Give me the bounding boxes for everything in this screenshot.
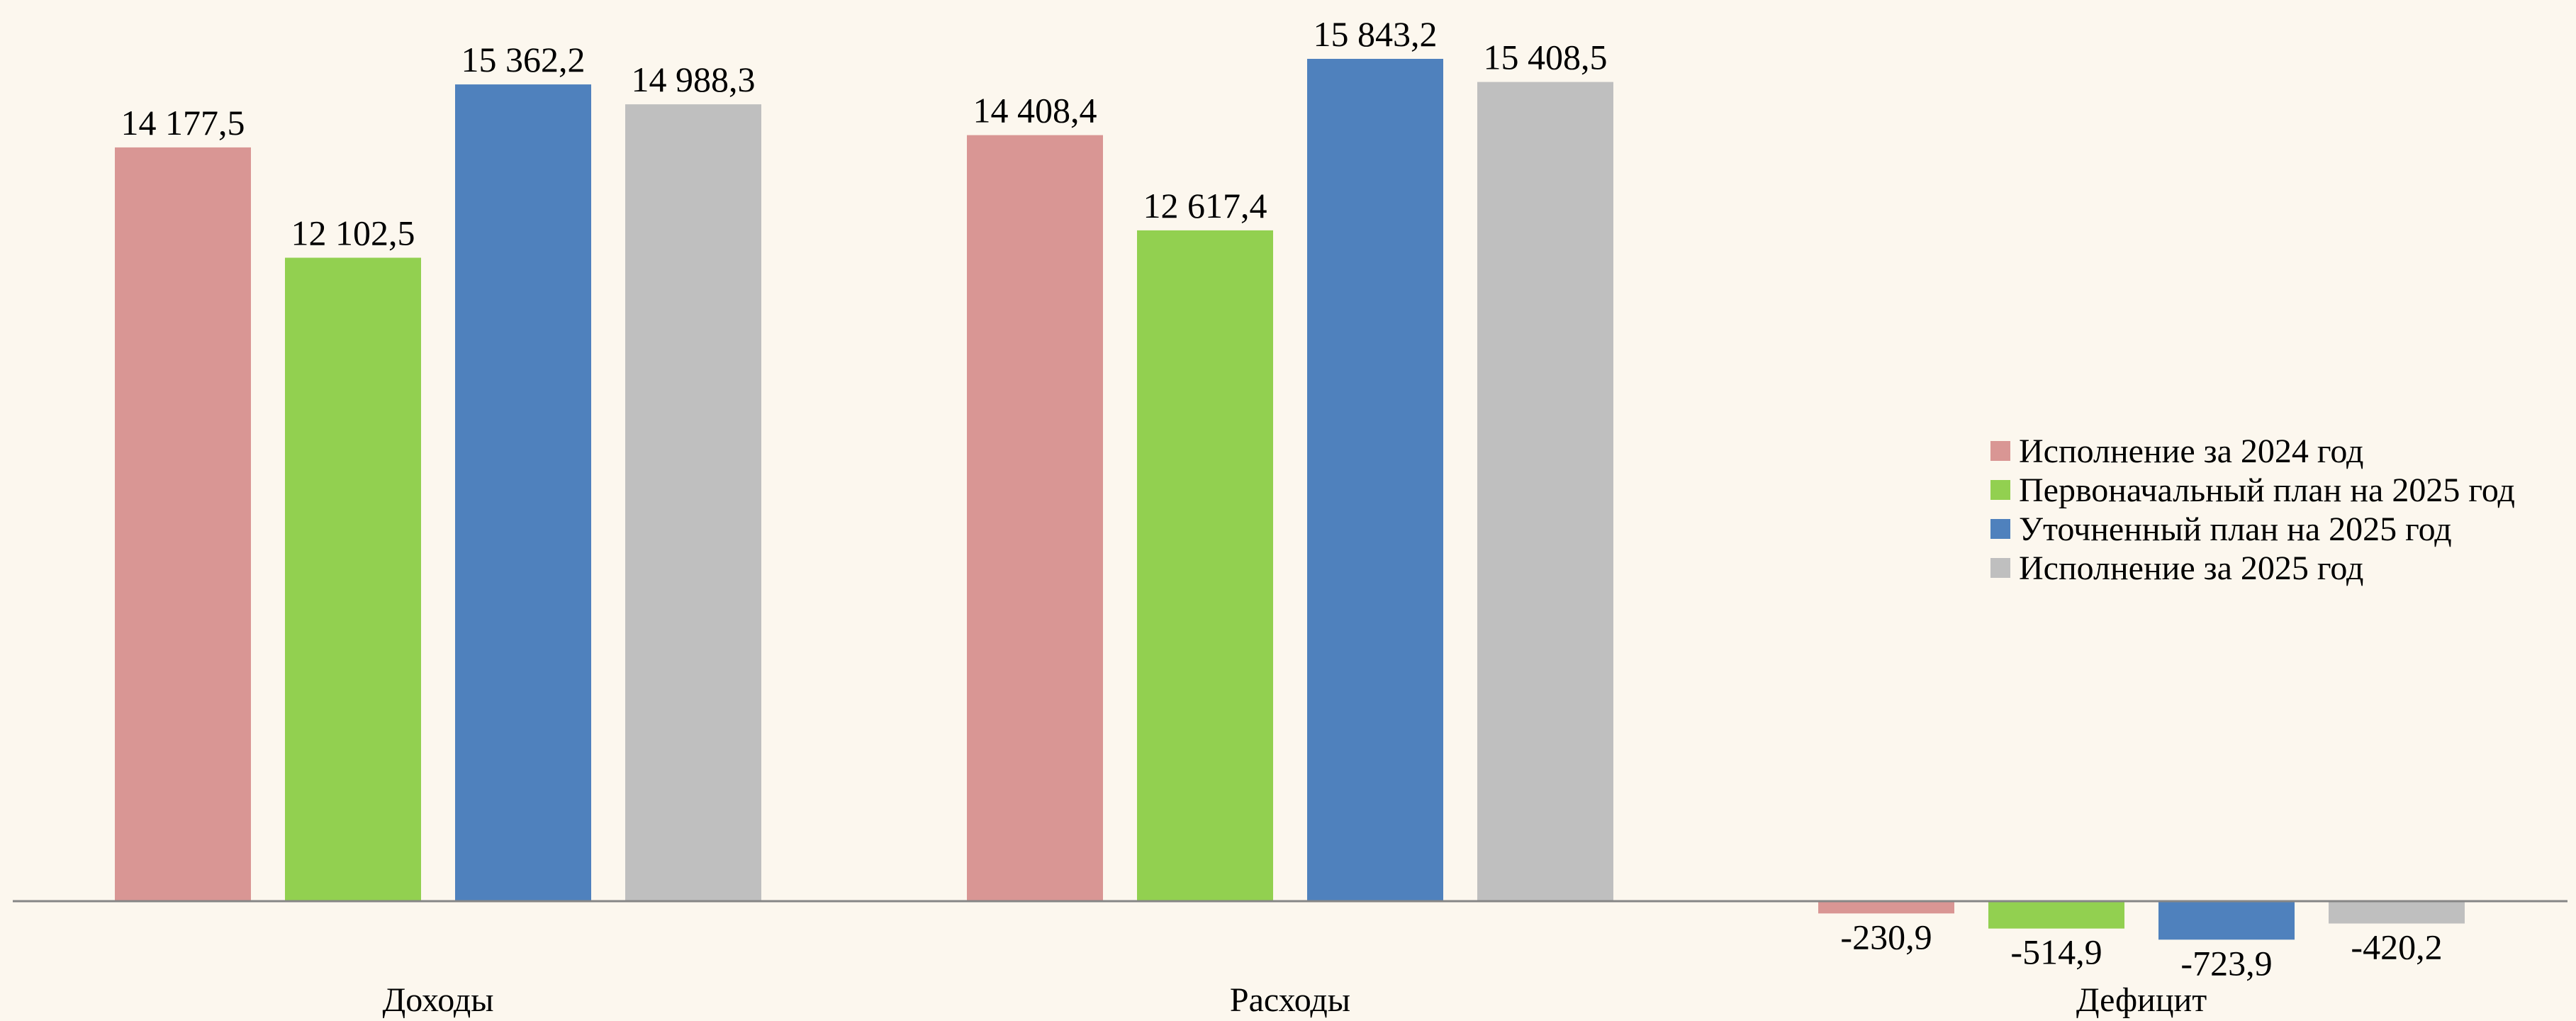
- bars-layer: [115, 59, 2465, 940]
- data-label: -420,2: [2351, 927, 2442, 967]
- data-label: 14 408,4: [973, 91, 1097, 130]
- category-labels-layer: Доходы Расходы Дефицит: [382, 981, 2207, 1019]
- bar-3-3: [2158, 901, 2295, 940]
- category-label: Доходы: [382, 981, 493, 1019]
- data-label: 12 617,4: [1143, 186, 1267, 225]
- legend-label: Уточненный план на 2025 год: [2019, 510, 2452, 548]
- data-label: 15 843,2: [1314, 14, 1438, 54]
- data-label: 14 177,5: [121, 103, 245, 143]
- data-labels-layer: 14 177,5 12 102,5 15 362,2 14 988,3 14 408,4…: [121, 14, 2443, 983]
- bar-2-3: [1307, 59, 1443, 901]
- legend-label: Исполнение за 2024 год: [2019, 433, 2363, 470]
- bar-2-1: [967, 135, 1103, 902]
- legend-swatch: [1990, 480, 2010, 500]
- legend-label: Исполнение за 2025 год: [2019, 549, 2363, 587]
- category-label: Расходы: [1230, 981, 1350, 1019]
- bar-3-4: [2329, 901, 2465, 924]
- data-label: -514,9: [2010, 932, 2102, 972]
- data-label: -723,9: [2180, 943, 2272, 983]
- data-label: 15 408,5: [1484, 38, 1608, 77]
- bar-1-4: [625, 104, 761, 902]
- data-label: 12 102,5: [291, 213, 415, 252]
- category-label: Дефицит: [2076, 981, 2207, 1019]
- legend-label: Первоначальный план на 2025 год: [2019, 472, 2515, 509]
- bar-1-2: [285, 257, 421, 901]
- legend-swatch: [1990, 441, 2010, 461]
- data-label: -230,9: [1840, 917, 1932, 956]
- bar-3-1: [1818, 901, 1954, 914]
- bar-2-2: [1137, 230, 1273, 902]
- legend-swatch: [1990, 519, 2010, 539]
- bar-3-2: [1988, 901, 2124, 929]
- legend-swatch: [1990, 558, 2010, 578]
- bar-1-3: [455, 84, 591, 901]
- bar-1-1: [115, 147, 251, 902]
- bar-2-4: [1477, 82, 1613, 901]
- data-label: 14 988,3: [632, 60, 756, 99]
- data-label: 15 362,2: [461, 40, 586, 79]
